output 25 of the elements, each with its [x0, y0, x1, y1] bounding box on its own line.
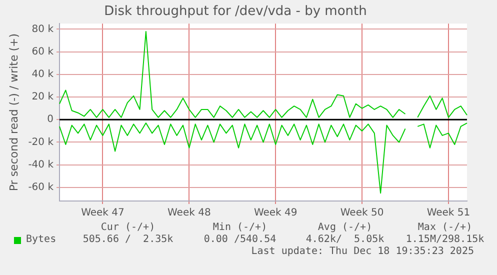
- y-tick-label: 60 k: [32, 46, 54, 58]
- x-tick-label: Week 47: [81, 208, 124, 219]
- text: 505.66 / 2.35k: [82, 234, 174, 245]
- text: Avg (-/+): [318, 222, 372, 233]
- y-tick-label: 20 k: [32, 92, 54, 103]
- x-tick-label: Week 51: [426, 208, 470, 219]
- y-tick-label: 80 k: [32, 24, 54, 35]
- x-tick-label: Week 48: [168, 208, 211, 219]
- x-tick-label: Week 49: [254, 208, 298, 219]
- text: Min (-/+): [212, 222, 268, 233]
- text: Last update: Thu Dec 18 19:35:23 2025: [251, 246, 474, 257]
- y-axis-title: Pr second read (-) / write (+): [7, 33, 20, 192]
- text: Max (-/+): [418, 222, 472, 233]
- y-tick-label: -60 k: [28, 182, 54, 194]
- text: 0.00 /540.54: [204, 234, 276, 245]
- y-tick-label: 0: [47, 114, 54, 126]
- text: 1.15M/298.15k: [406, 234, 484, 245]
- y-tick-label: -20 k: [28, 136, 54, 148]
- chart-title: Disk throughput for /dev/vda - by month: [104, 4, 367, 20]
- x-tick-label: Week 50: [340, 208, 384, 219]
- text: Cur (-/+): [100, 222, 156, 233]
- y-tick-label: 40 k: [32, 69, 54, 80]
- legend-label: Bytes: [26, 234, 56, 245]
- text: 4.62k/ 5.05k: [306, 234, 384, 245]
- y-tick-label: -40 k: [28, 159, 54, 170]
